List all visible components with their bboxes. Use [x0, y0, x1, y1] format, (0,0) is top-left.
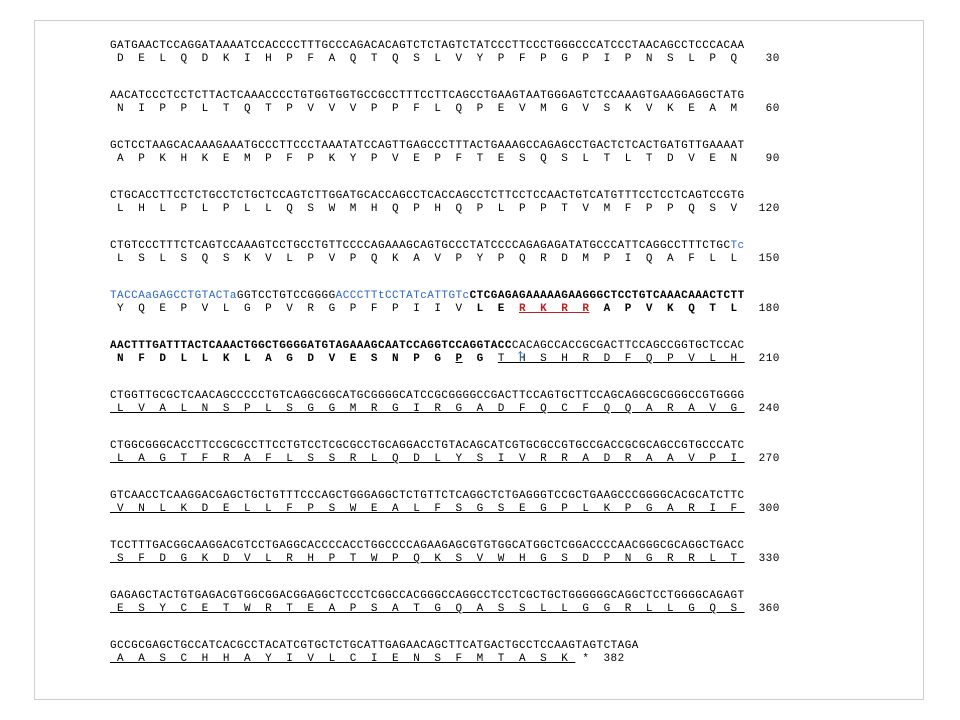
- aminoacid-line: L H L P L P L L Q S W M H Q P H Q P L P …: [110, 203, 745, 215]
- aminoacid-line: L V A L N S P L S G G M R G I R G A D F …: [110, 403, 745, 415]
- nucleotide-line: CTGGCGGGCACCTTCCGCGCCTTCCTGTCCTCGCGCCTGC…: [110, 440, 780, 452]
- position-number: 180: [759, 303, 780, 315]
- seq-row: CTGTCCCTTTCTCAGTCCAAAGTCCTGCCTGTTCCCCAGA…: [110, 240, 780, 265]
- seq-row: GTCAACCTCAAGGACGAGCTGCTGTTTCCCAGCTGGGAGG…: [110, 490, 780, 515]
- nucleotide-line: GCCGCGAGCTGCCATCACGCCTACATCGTGCTCTGCATTG…: [110, 640, 639, 652]
- position-number: 240: [759, 403, 780, 415]
- aminoacid-line: S F D G K D V L R H P T W P Q K S V W H …: [110, 553, 745, 565]
- aminoacid-line: N F D L L K L A G D V E S N P G P G T H …: [110, 353, 745, 365]
- position-number: 120: [759, 203, 780, 215]
- aminoacid-line: Y Q E P V L G P V R G P F P I I V L E R …: [110, 303, 745, 315]
- aminoacid-line: L S L S Q S K V L P V P Q K A V P Y P Q …: [110, 253, 745, 265]
- nucleotide-line: GCTCCTAAGCACAAAGAAATGCCCTTCCCTAAATATCCAG…: [110, 140, 780, 152]
- position-number: 270: [759, 453, 780, 465]
- position-number: 150: [759, 253, 780, 265]
- seq-row: CTGGTTGCGCTCAACAGCCCCCTGTCAGGCGGCATGCGGG…: [110, 390, 780, 415]
- seq-row: AACATCCCTCCTCTTACTCAAACCCCTGTGGTGGTGCCGC…: [110, 90, 780, 115]
- nucleotide-line: TCCTTTGACGGCAAGGACGTCCTGAGGCACCCCACCTGGC…: [110, 540, 780, 552]
- position-number: 382: [603, 653, 624, 665]
- nucleotide-line: AACTTTGATTTACTCAAACTGGCTGGGGATGTAGAAAGCA…: [110, 340, 780, 352]
- sequence-figure: GATGAACTCCAGGATAAAATCCACCCCTTTGCCCAGACAC…: [0, 0, 960, 720]
- aminoacid-line: V N L K D E L L F P S W E A L F S G S E …: [110, 503, 745, 515]
- seq-row: CTGGCGGGCACCTTCCGCGCCTTCCTGTCCTCGCGCCTGC…: [110, 440, 780, 465]
- nucleotide-line: TACCAaGAGCCTGTACTaGGTCCTGTCCGGGGACCCTTtC…: [110, 290, 780, 302]
- nucleotide-line: CTGTCCCTTTCTCAGTCCAAAGTCCTGCCTGTTCCCCAGA…: [110, 240, 780, 252]
- nucleotide-line: GTCAACCTCAAGGACGAGCTGCTGTTTCCCAGCTGGGAGG…: [110, 490, 780, 502]
- position-number: 90: [759, 153, 780, 165]
- position-number: 360: [759, 603, 780, 615]
- aminoacid-line: N I P P L T Q T P V V V P P F L Q P E V …: [110, 103, 745, 115]
- position-number: 60: [759, 103, 780, 115]
- seq-row: TACCAaGAGCCTGTACTaGGTCCTGTCCGGGGACCCTTtC…: [110, 290, 780, 315]
- position-number: 30: [759, 53, 780, 65]
- nucleotide-line: CTGGTTGCGCTCAACAGCCCCCTGTCAGGCGGCATGCGGG…: [110, 390, 780, 402]
- aminoacid-line: A A S C H H A Y I V L C I E N S F M T A …: [110, 653, 589, 665]
- seq-row: GCTCCTAAGCACAAAGAAATGCCCTTCCCTAAATATCCAG…: [110, 140, 780, 165]
- nucleotide-line: GATGAACTCCAGGATAAAATCCACCCCTTTGCCCAGACAC…: [110, 40, 780, 52]
- seq-row: TCCTTTGACGGCAAGGACGTCCTGAGGCACCCCACCTGGC…: [110, 540, 780, 565]
- position-number: 210: [759, 353, 780, 365]
- seq-row: CTGCACCTTCCTCTGCCTCTGCTCCAGTCTTGGATGCACC…: [110, 190, 780, 215]
- nucleotide-line: CTGCACCTTCCTCTGCCTCTGCTCCAGTCTTGGATGCACC…: [110, 190, 780, 202]
- seq-row: GATGAACTCCAGGATAAAATCCACCCCTTTGCCCAGACAC…: [110, 40, 780, 65]
- aminoacid-line: A P K H K E M P F P K Y P V E P F T E S …: [110, 153, 745, 165]
- position-number: 330: [759, 553, 780, 565]
- position-number: 300: [759, 503, 780, 515]
- nucleotide-line: AACATCCCTCCTCTTACTCAAACCCCTGTGGTGGTGCCGC…: [110, 90, 780, 102]
- nucleotide-line: GAGAGCTACTGTGAGACGTGGCGGACGGAGGCTCCCTCGG…: [110, 590, 780, 602]
- seq-row: GCCGCGAGCTGCCATCACGCCTACATCGTGCTCTGCATTG…: [110, 640, 639, 665]
- seq-row: GAGAGCTACTGTGAGACGTGGCGGACGGAGGCTCCCTCGG…: [110, 590, 780, 615]
- seq-row: AACTTTGATTTACTCAAACTGGCTGGGGATGTAGAAAGCA…: [110, 340, 780, 365]
- aminoacid-line: E S Y C E T W R T E A P S A T G Q A S S …: [110, 603, 745, 615]
- aminoacid-line: D E L Q D K I H P F A Q T Q S L V Y P F …: [110, 53, 745, 65]
- cleavage-arrow-icon: ↑: [515, 348, 526, 366]
- aminoacid-line: L A G T F R A F L S S R L Q D L Y S I V …: [110, 453, 745, 465]
